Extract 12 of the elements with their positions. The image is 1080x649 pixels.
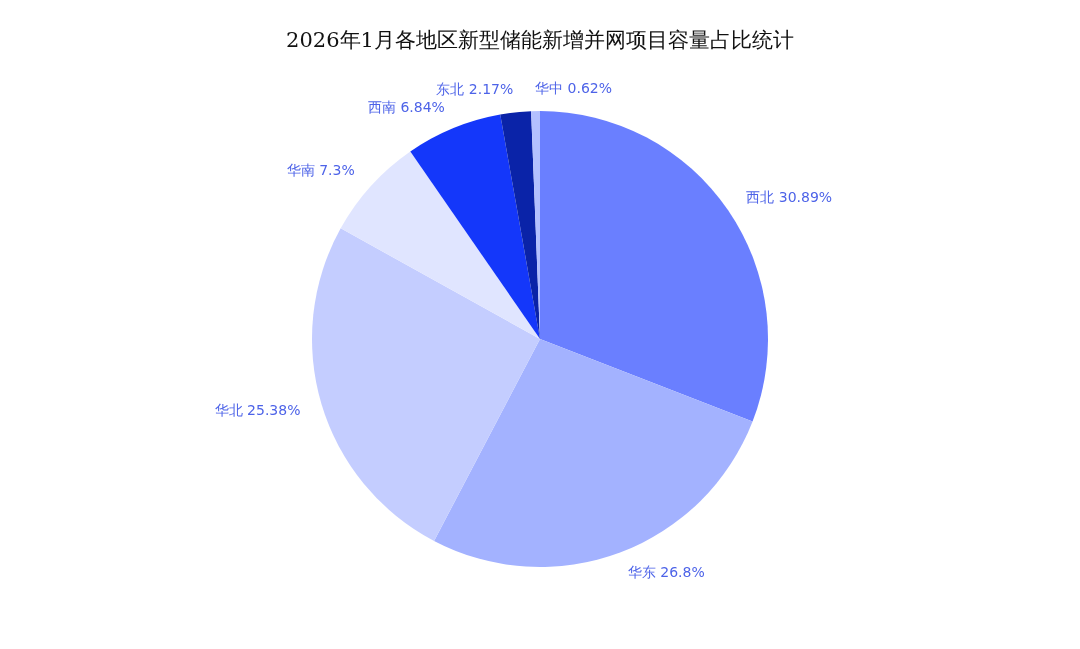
slice-label: 华北 25.38% <box>214 401 301 418</box>
pie-slice <box>434 339 753 567</box>
slice-label: 西北 30.89% <box>746 188 833 205</box>
pie-slice <box>500 111 540 339</box>
slice-label: 西南 6.84% <box>367 98 445 115</box>
slice-label: 华东 26.8% <box>627 564 705 581</box>
slice-label: 华中 0.62% <box>535 80 613 97</box>
chart-title: 2026年1月各地区新型储能新增并网项目容量占比统计 <box>286 28 794 52</box>
pie-slice <box>410 114 540 339</box>
slice-label: 东北 2.17% <box>436 81 514 98</box>
slice-label: 华南 7.3% <box>286 162 355 179</box>
pie-slice <box>312 228 540 541</box>
